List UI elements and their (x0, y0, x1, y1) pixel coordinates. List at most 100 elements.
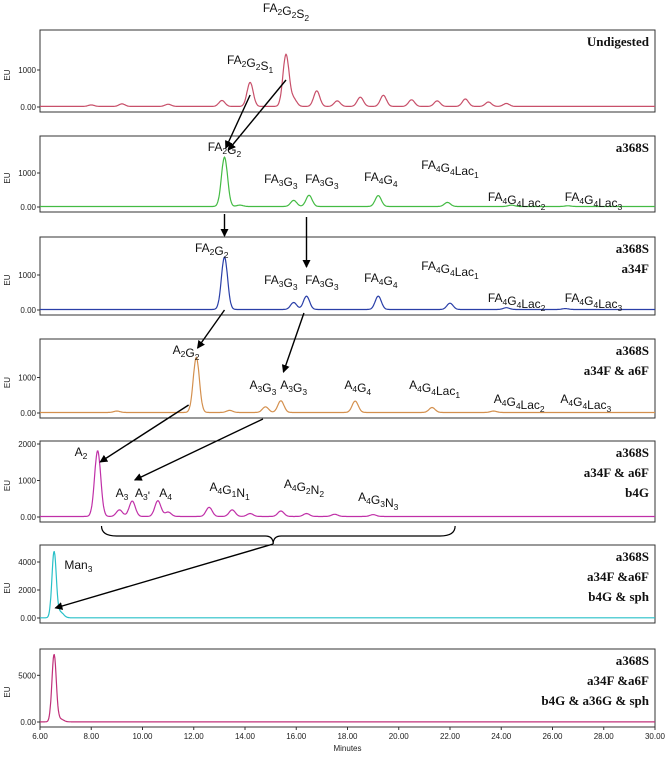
glycan-label: A4G4 (344, 378, 371, 397)
y-tick-label: 0.00 (20, 103, 36, 112)
panel-5: 0.00 1000 2000 EU a368S a34F & a6F b4G A2 A3 A3' A… (3, 440, 656, 523)
x-tick-label: 18.00 (337, 732, 358, 741)
chromatogram-trace (40, 53, 655, 107)
condition-label: Undigested (587, 34, 650, 49)
y-axis-label: EU (3, 686, 12, 697)
annotation-overlay (54, 79, 456, 610)
panel-4: 0.00 1000 EU a368S a34F & a6F A2G2 A3G3 A3G3 A4G… (3, 338, 656, 419)
y-tick-label: 1000 (18, 169, 36, 178)
condition-label: a34F (622, 261, 650, 276)
panel-frame (39, 29, 656, 113)
chromatogram-trace (40, 356, 655, 414)
x-tick-label: 24.00 (491, 732, 512, 741)
glycan-label: A4G3N3 (358, 490, 399, 512)
condition-label: a368S (616, 549, 649, 564)
glycan-label: A4G1N1 (210, 480, 251, 502)
condition-label: a368S (616, 241, 649, 256)
y-tick-label: 2000 (18, 440, 36, 449)
panel-frame (39, 648, 656, 728)
panel-frame (39, 338, 656, 419)
condition-label: a368S (616, 140, 649, 155)
glycan-label: A4G4Lac1 (409, 378, 460, 400)
glycan-label: A2G2 (173, 343, 200, 362)
arrow (54, 543, 274, 610)
x-tick-label: 30.00 (645, 732, 666, 741)
glycan-label: FA4G4Lac3 (565, 291, 623, 313)
glycan-label: A4G4Lac3 (560, 392, 611, 414)
condition-label: a368S (616, 653, 649, 668)
panel-1: 0.00 1000 EU Undigested FA2G2S2 FA2G2S1 (3, 1, 656, 113)
glycan-label: FA4G4 (364, 271, 398, 290)
glycan-label: A3' (135, 486, 150, 503)
condition-label: b4G & a36G & sph (541, 693, 649, 708)
condition-label: a34F &a6F (587, 673, 649, 688)
glycan-label: FA4G4Lac2 (488, 190, 546, 212)
arrow (99, 404, 190, 463)
glycan-label: FA2G2 (195, 241, 229, 260)
x-tick-label: 22.00 (440, 732, 461, 741)
glycan-label: FA3G3 (305, 172, 339, 191)
y-tick-label: 0.00 (20, 306, 36, 315)
y-tick-label: 0.00 (20, 513, 36, 522)
x-tick-label: 8.00 (83, 732, 99, 741)
chromatogram-trace (40, 653, 655, 723)
panel-7: 0.00 5000 EU a368S a34F &a6F b4G & a36G & sph (3, 648, 656, 728)
glycan-label: FA4G4Lac3 (565, 190, 623, 212)
y-tick-label: 4000 (18, 558, 36, 567)
bracket (100, 525, 456, 545)
y-tick-label: 2000 (18, 586, 36, 595)
glycan-label: A3G3 (280, 378, 307, 397)
condition-label: a368S (616, 343, 649, 358)
glycan-label: FA4G4Lac1 (421, 259, 479, 281)
y-tick-label: 1000 (18, 66, 36, 75)
condition-label: a34F &a6F (587, 569, 649, 584)
y-axis-label: EU (3, 480, 12, 491)
x-tick-label: 10.00 (132, 732, 153, 741)
arrow (197, 309, 226, 349)
glycan-label: FA3G3 (264, 172, 298, 191)
panel-frame (39, 440, 656, 523)
glycan-label: FA2G2 (208, 140, 242, 159)
chromatogram-trace (40, 156, 655, 208)
panel-3: 0.00 1000 EU a368S a34F FA2G2 FA3G3 FA3G3 FA4G4 F… (3, 236, 656, 316)
chromatogram-trace (40, 550, 655, 619)
arrow (281, 312, 305, 373)
x-tick-label: 26.00 (542, 732, 563, 741)
glycan-label: FA2G2S1 (227, 53, 274, 75)
y-tick-label: 0.00 (20, 203, 36, 212)
condition-label: a34F & a6F (584, 465, 649, 480)
glycan-label: Man3 (64, 558, 92, 574)
glycan-label: FA4G4Lac1 (421, 158, 479, 180)
x-tick-label: 16.00 (286, 732, 307, 741)
y-tick-label: 0.00 (20, 409, 36, 418)
x-tick-label: 12.00 (184, 732, 205, 741)
y-tick-label: 0.00 (20, 614, 36, 623)
y-tick-label: 5000 (18, 671, 36, 680)
glycan-label: FA4G4 (364, 170, 398, 189)
x-tick-label: 28.00 (594, 732, 615, 741)
panel-frame (39, 544, 656, 624)
glycan-label: A4 (159, 486, 172, 502)
y-axis-label: EU (3, 274, 12, 285)
panels-group: 0.00 1000 EU Undigested FA2G2S2 FA2G2S1 0.00 10… (3, 1, 656, 728)
condition-label: b4G (625, 485, 649, 500)
y-axis-label: EU (3, 377, 12, 388)
y-axis-label: EU (3, 582, 12, 593)
chromatogram-trace (40, 255, 655, 311)
glycan-label: A3G3 (250, 378, 277, 397)
y-tick-label: 0.00 (20, 718, 36, 727)
glycan-label: A4G4Lac2 (494, 392, 545, 414)
condition-label: a368S (616, 445, 649, 460)
y-tick-label: 1000 (18, 374, 36, 383)
chromatogram-trace (40, 450, 655, 518)
arrow (227, 79, 287, 151)
condition-label: b4G & sph (588, 589, 649, 604)
panel-frame (39, 236, 656, 316)
glycan-label: FA4G4Lac2 (488, 291, 546, 313)
x-axis: 6.00 8.00 10.00 12.00 14.00 16.00 18.00 20.00 22… (32, 727, 666, 753)
arrow (225, 94, 251, 149)
arrow (133, 418, 264, 481)
panel-2: 0.00 1000 EU a368S FA2G2 FA3G3 FA3G3 FA4G4 FA4G4… (3, 135, 656, 213)
condition-label: a34F & a6F (584, 363, 649, 378)
